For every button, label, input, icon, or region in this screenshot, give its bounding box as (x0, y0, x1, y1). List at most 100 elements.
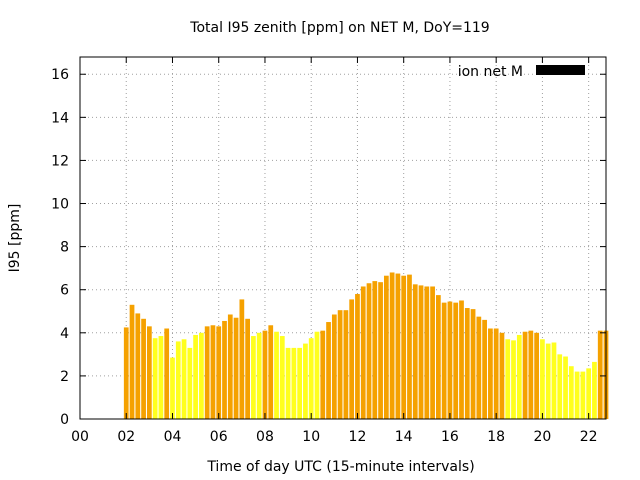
bar (164, 328, 170, 419)
bar (279, 336, 285, 419)
bar (227, 314, 233, 419)
bar (314, 331, 320, 419)
x-tick-label: 08 (256, 429, 274, 445)
y-tick-label: 2 (60, 369, 69, 385)
x-tick-label: 20 (534, 429, 552, 445)
grid (80, 57, 606, 419)
x-tick-label: 14 (395, 429, 413, 445)
bar (493, 328, 499, 419)
bar (268, 325, 274, 419)
bar (568, 366, 574, 419)
bar (540, 339, 545, 419)
bar (291, 347, 297, 419)
bar (349, 299, 355, 419)
bar (378, 282, 383, 419)
bar (170, 357, 175, 419)
y-axis-label: I95 [ppm] (7, 204, 23, 273)
x-tick-label: 04 (164, 429, 182, 445)
bar (453, 302, 459, 419)
y-tick-label: 4 (60, 326, 69, 342)
legend-label: ion net M (458, 64, 523, 80)
bar (141, 318, 146, 419)
bar (464, 308, 470, 419)
bar (586, 368, 592, 419)
bar (563, 356, 568, 419)
bar (123, 327, 129, 419)
bar (580, 371, 586, 419)
bar (129, 304, 135, 419)
y-tick-label: 6 (60, 283, 69, 299)
bar (285, 347, 291, 419)
bar (320, 330, 326, 419)
bar (482, 319, 487, 419)
bar (424, 286, 430, 419)
bar (256, 332, 262, 419)
bar (372, 281, 378, 419)
x-tick-label: 10 (302, 429, 320, 445)
y-tick-label: 14 (51, 110, 69, 126)
chart-title: Total I95 zenith [ppm] on NET M, DoY=119 (189, 20, 489, 36)
bar (152, 338, 158, 419)
bar (337, 310, 343, 419)
bar (395, 273, 401, 419)
x-axis-label: Time of day UTC (15-minute intervals) (206, 459, 474, 475)
bar (383, 275, 389, 419)
bar (597, 330, 603, 419)
bar (412, 284, 418, 419)
bars (123, 272, 609, 419)
x-tick-label: 16 (441, 429, 459, 445)
bar (135, 313, 141, 419)
legend: ion net M (458, 64, 585, 80)
bar (158, 336, 164, 419)
x-tick-label: 18 (487, 429, 505, 445)
bar (557, 354, 563, 419)
bar (216, 326, 222, 419)
bar (331, 314, 337, 419)
bar (522, 331, 528, 419)
bar (470, 309, 476, 419)
bar (418, 285, 424, 419)
bar (204, 326, 210, 419)
plot-frame (79, 56, 607, 420)
bar (239, 299, 245, 419)
bar (459, 300, 464, 419)
legend-swatch (536, 65, 585, 75)
bar (355, 294, 360, 419)
bar (297, 347, 303, 419)
bar (488, 328, 493, 419)
bar (210, 325, 216, 419)
bar (389, 272, 395, 419)
bar (511, 340, 516, 419)
bar (193, 334, 198, 419)
bar (146, 326, 152, 419)
bar (233, 317, 239, 419)
bar (574, 371, 580, 419)
bar (476, 316, 482, 419)
y-tick-label: 8 (60, 240, 69, 256)
bar (401, 275, 407, 419)
bar (430, 286, 435, 419)
bar (592, 361, 597, 419)
bar (551, 342, 557, 419)
bar (366, 283, 372, 419)
bar (447, 301, 453, 419)
bar (262, 330, 268, 419)
bar (326, 322, 331, 419)
y-tick-label: 12 (51, 153, 69, 169)
bar (499, 332, 505, 419)
y-tick-label: 0 (60, 412, 69, 428)
bar (516, 334, 522, 419)
y-tick-label: 16 (51, 67, 69, 83)
bar (222, 320, 227, 419)
x-tick-label: 22 (580, 429, 598, 445)
bar (199, 332, 204, 419)
bar (303, 343, 308, 419)
bar (360, 286, 366, 419)
bar (534, 332, 540, 419)
x-tick-label: 02 (117, 429, 135, 445)
bar (181, 339, 187, 419)
bar (251, 336, 256, 419)
bar (308, 338, 314, 419)
